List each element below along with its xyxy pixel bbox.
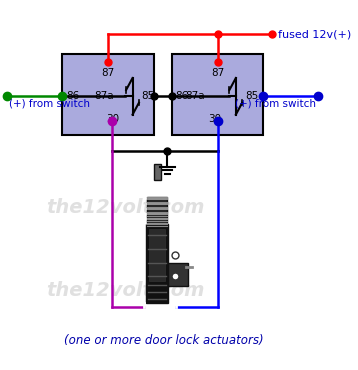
Text: the12volt.com: the12volt.com <box>46 198 204 217</box>
Text: (+) from switch: (+) from switch <box>235 99 316 109</box>
Text: 85: 85 <box>142 91 155 101</box>
Bar <box>146 286 168 303</box>
Text: 86: 86 <box>66 91 79 101</box>
Bar <box>147 197 167 226</box>
Text: 87: 87 <box>211 68 224 78</box>
Text: fused 12v(+): fused 12v(+) <box>278 29 351 39</box>
Bar <box>62 54 154 135</box>
Text: 30: 30 <box>106 114 119 124</box>
Text: (+) from switch: (+) from switch <box>9 99 90 109</box>
Bar <box>146 224 168 286</box>
Text: the12volt.com: the12volt.com <box>46 280 204 300</box>
Bar <box>154 164 161 181</box>
Text: 30: 30 <box>208 114 222 124</box>
Bar <box>149 229 165 281</box>
Text: 87a: 87a <box>94 91 114 101</box>
Text: 86: 86 <box>175 91 189 101</box>
Text: (one or more door lock actuators): (one or more door lock actuators) <box>64 334 263 347</box>
Text: 85: 85 <box>245 91 258 101</box>
Bar <box>168 263 188 286</box>
Text: 87a: 87a <box>185 91 205 101</box>
Bar <box>172 54 263 135</box>
Text: 87: 87 <box>101 68 115 78</box>
